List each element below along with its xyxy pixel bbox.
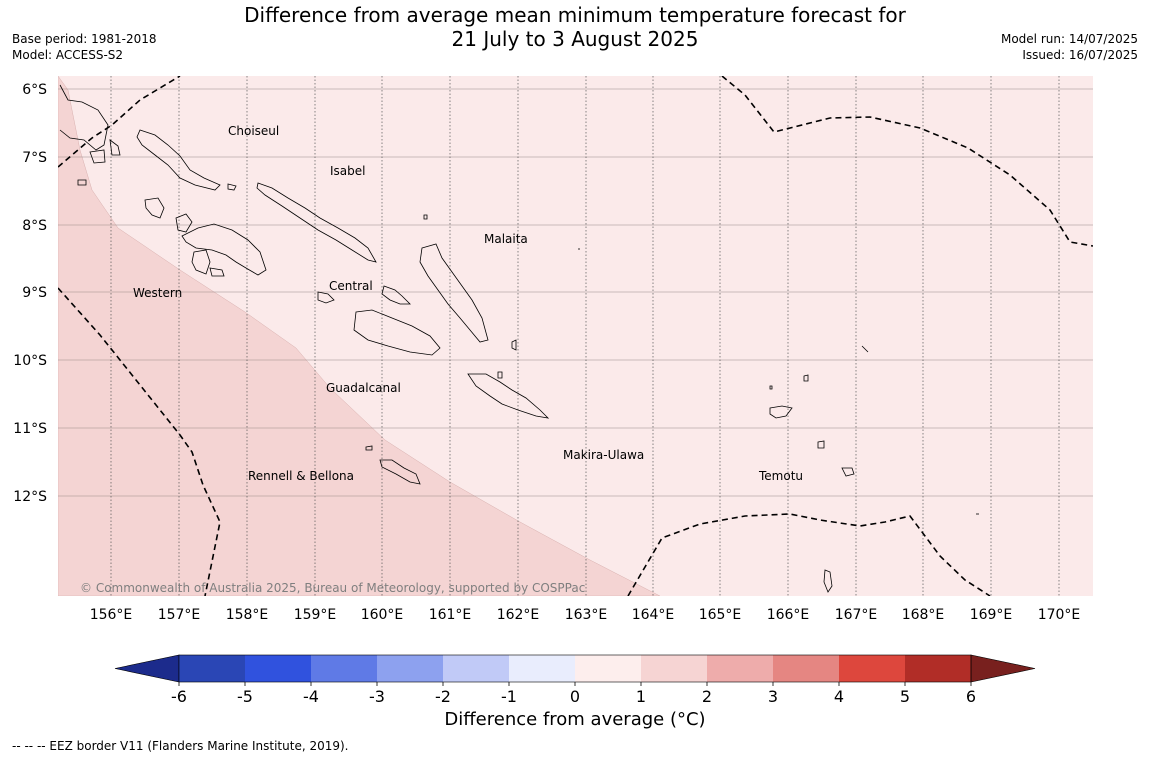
colorbar-segment xyxy=(245,655,311,682)
latitude-gridlines xyxy=(58,88,1093,497)
region-labels: Choiseul Isabel Malaita Western Central … xyxy=(133,124,803,483)
latitude-labels: 6°S 7°S 8°S 9°S 10°S 11°S 12°S xyxy=(13,82,47,505)
title-line-2: 21 July to 3 August 2025 xyxy=(451,27,699,51)
lat-label: 8°S xyxy=(22,218,47,234)
colorbar-tick-label: -2 xyxy=(435,687,451,706)
meta-right: Model run: 14/07/2025 Issued: 16/07/2025 xyxy=(1001,31,1138,63)
lon-label: 167°E xyxy=(835,607,878,623)
colorbar-segment xyxy=(179,655,245,682)
colorbar-segment xyxy=(641,655,707,682)
lon-label: 159°E xyxy=(294,607,337,623)
colorbar-ticks: -6 -5 -4 -3 -2 -1 0 1 2 3 4 5 6 xyxy=(171,682,976,706)
colorbar-segment xyxy=(773,655,839,682)
colorbar-segment xyxy=(839,655,905,682)
colorbar-tick-label: 2 xyxy=(702,687,712,706)
colorbar-tick-label: -6 xyxy=(171,687,187,706)
region-label-isabel: Isabel xyxy=(330,164,365,178)
colorbar-tick-label: 3 xyxy=(768,687,778,706)
lat-label: 12°S xyxy=(13,489,47,505)
colorbar-tick-label: 6 xyxy=(966,687,976,706)
lon-label: 166°E xyxy=(767,607,810,623)
colorbar-segment xyxy=(377,655,443,682)
colorbar-tick-label: -3 xyxy=(369,687,385,706)
region-label-rennell-bellona: Rennell & Bellona xyxy=(248,469,354,483)
colorbar-segment xyxy=(311,655,377,682)
longitude-labels: 156°E 157°E 158°E 159°E 160°E 161°E 162°… xyxy=(90,607,1081,623)
title-line-1: Difference from average mean minimum tem… xyxy=(244,3,906,27)
colorbar-tick-label: 1 xyxy=(636,687,646,706)
longitude-gridlines xyxy=(110,76,1060,596)
lon-label: 160°E xyxy=(361,607,404,623)
lon-label: 170°E xyxy=(1038,607,1081,623)
colorbar-tick-label: 4 xyxy=(834,687,844,706)
meta-left: Base period: 1981-2018 Model: ACCESS-S2 xyxy=(12,31,157,63)
lon-label: 169°E xyxy=(970,607,1013,623)
copyright-text: © Commonwealth of Australia 2025, Bureau… xyxy=(80,581,585,595)
region-label-guadalcanal: Guadalcanal xyxy=(326,381,401,395)
colorbar-extend-high xyxy=(970,654,1036,683)
lon-label: 165°E xyxy=(699,607,742,623)
chart-title: Difference from average mean minimum tem… xyxy=(0,3,1150,51)
colorbar-tick-label: 5 xyxy=(900,687,910,706)
colorbar-segment xyxy=(509,655,575,682)
colorbar-segment xyxy=(443,655,509,682)
colorbar-extend-low xyxy=(114,654,180,683)
issued-date: Issued: 16/07/2025 xyxy=(1022,48,1138,62)
region-label-temotu: Temotu xyxy=(758,469,803,483)
eez-borders xyxy=(58,76,1093,596)
lat-label: 9°S xyxy=(22,285,47,301)
lon-label: 156°E xyxy=(90,607,133,623)
colorbar-tick-label: -4 xyxy=(303,687,319,706)
colorbar-tick-label: -1 xyxy=(501,687,517,706)
lat-label: 10°S xyxy=(13,353,47,369)
lon-label: 162°E xyxy=(497,607,540,623)
lat-label: 7°S xyxy=(22,150,47,166)
forecast-map: Choiseul Isabel Malaita Western Central … xyxy=(13,76,1093,623)
lon-label: 163°E xyxy=(565,607,608,623)
map-area: Choiseul Isabel Malaita Western Central … xyxy=(58,76,1093,596)
region-label-central: Central xyxy=(329,279,373,293)
lat-label: 11°S xyxy=(13,421,47,437)
model-run: Model run: 14/07/2025 xyxy=(1000,32,1138,46)
lon-label: 164°E xyxy=(632,607,675,623)
colorbar: -6 -5 -4 -3 -2 -1 0 1 2 3 4 5 6 xyxy=(114,654,1036,706)
lon-label: 157°E xyxy=(158,607,201,623)
eez-border-note: -- -- -- EEZ border V11 (Flanders Marine… xyxy=(12,739,349,753)
lon-label: 161°E xyxy=(429,607,472,623)
colorbar-label: Difference from average (°C) xyxy=(444,709,706,730)
colorbar-segment xyxy=(707,655,773,682)
model-name: Model: ACCESS-S2 xyxy=(12,48,124,62)
anomaly-1-2-region xyxy=(58,76,661,596)
lon-label: 158°E xyxy=(226,607,269,623)
colorbar-tick-label: 0 xyxy=(570,687,580,706)
region-label-makira-ulawa: Makira-Ulawa xyxy=(563,448,644,462)
region-label-choiseul: Choiseul xyxy=(228,124,279,138)
colorbar-segments xyxy=(114,654,1036,683)
lat-label: 6°S xyxy=(22,82,47,98)
colorbar-segment xyxy=(575,655,641,682)
region-label-malaita: Malaita xyxy=(484,232,528,246)
lon-label: 168°E xyxy=(902,607,945,623)
colorbar-tick-label: -5 xyxy=(237,687,253,706)
base-period: Base period: 1981-2018 xyxy=(12,32,157,46)
region-label-western: Western xyxy=(133,286,182,300)
colorbar-segment xyxy=(905,655,971,682)
coastlines xyxy=(59,84,979,593)
